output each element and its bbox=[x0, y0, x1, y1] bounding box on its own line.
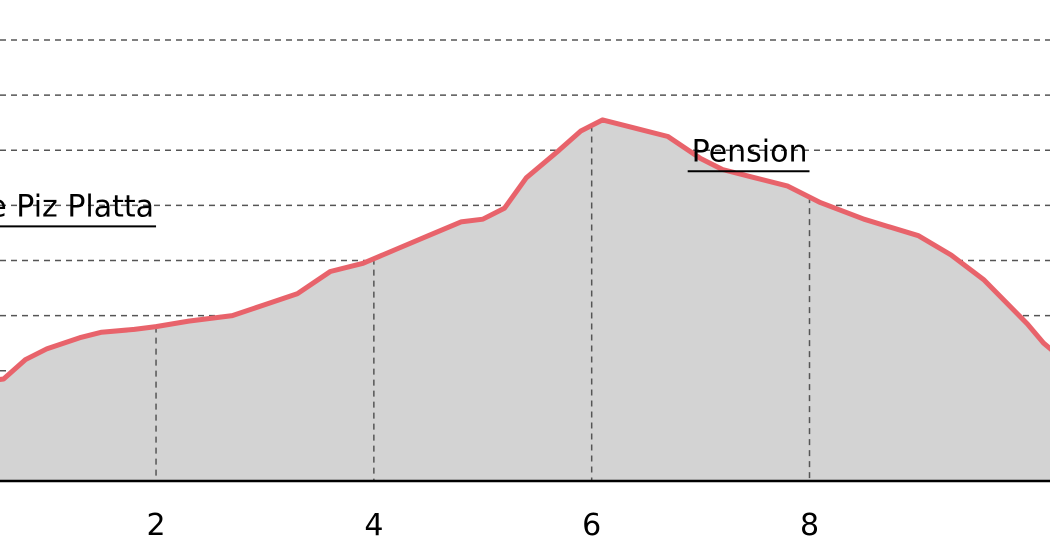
annotation-1: Wanderhütte Piz Platta bbox=[0, 189, 157, 228]
annotation-label-1: Wanderhütte Piz Platta bbox=[0, 189, 154, 224]
x-tick-label-4: 4 bbox=[364, 508, 383, 543]
x-tick-labels: 2 4 6 8 bbox=[146, 508, 819, 543]
x-tick-label-8: 8 bbox=[800, 508, 819, 543]
annotation-2: Pension bbox=[687, 134, 810, 173]
elevation-line bbox=[0, 117, 1050, 382]
elevation-area-fill bbox=[0, 119, 1050, 481]
vertical-gridlines bbox=[155, 125, 811, 481]
x-tick-label-6: 6 bbox=[582, 508, 601, 543]
annotations: Wanderhütte Piz Platta Pension bbox=[0, 134, 810, 228]
annotation-label-2: Pension bbox=[692, 134, 808, 169]
x-tick-label-2: 2 bbox=[146, 508, 165, 543]
